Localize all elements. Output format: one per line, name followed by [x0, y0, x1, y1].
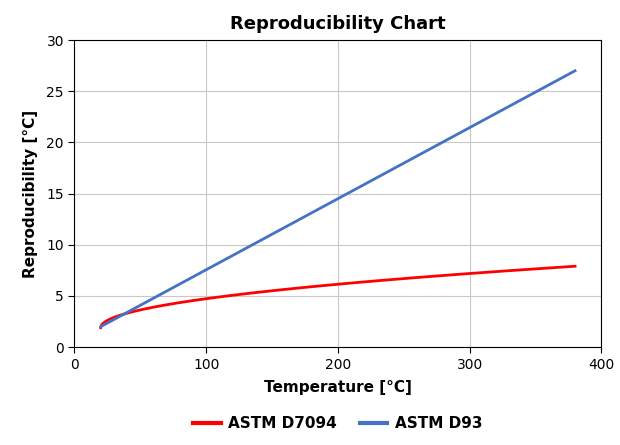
ASTM D7094	[325, 283, 332, 288]
Legend: ASTM D7094, ASTM D93: ASTM D7094, ASTM D93	[187, 410, 489, 437]
ASTM D7094	[379, 278, 387, 283]
ASTM D7094	[97, 325, 104, 330]
ASTM D93	[486, 114, 494, 120]
ASTM D93	[97, 324, 104, 329]
ASTM D7094	[353, 280, 361, 285]
Y-axis label: Reproducibility [°C]: Reproducibility [°C]	[23, 109, 38, 278]
ASTM D93	[572, 68, 579, 73]
ASTM D93	[379, 172, 387, 177]
Line: ASTM D93: ASTM D93	[100, 71, 575, 327]
Title: Reproducibility Chart: Reproducibility Chart	[230, 15, 446, 33]
X-axis label: Temperature [°C]: Temperature [°C]	[264, 380, 412, 395]
ASTM D7094	[560, 264, 567, 270]
ASTM D7094	[486, 269, 494, 275]
ASTM D93	[322, 202, 330, 208]
ASTM D93	[325, 201, 332, 206]
ASTM D7094	[572, 263, 579, 269]
Line: ASTM D7094: ASTM D7094	[100, 266, 575, 328]
ASTM D7094	[322, 283, 330, 288]
ASTM D93	[560, 74, 567, 80]
ASTM D93	[353, 186, 361, 191]
